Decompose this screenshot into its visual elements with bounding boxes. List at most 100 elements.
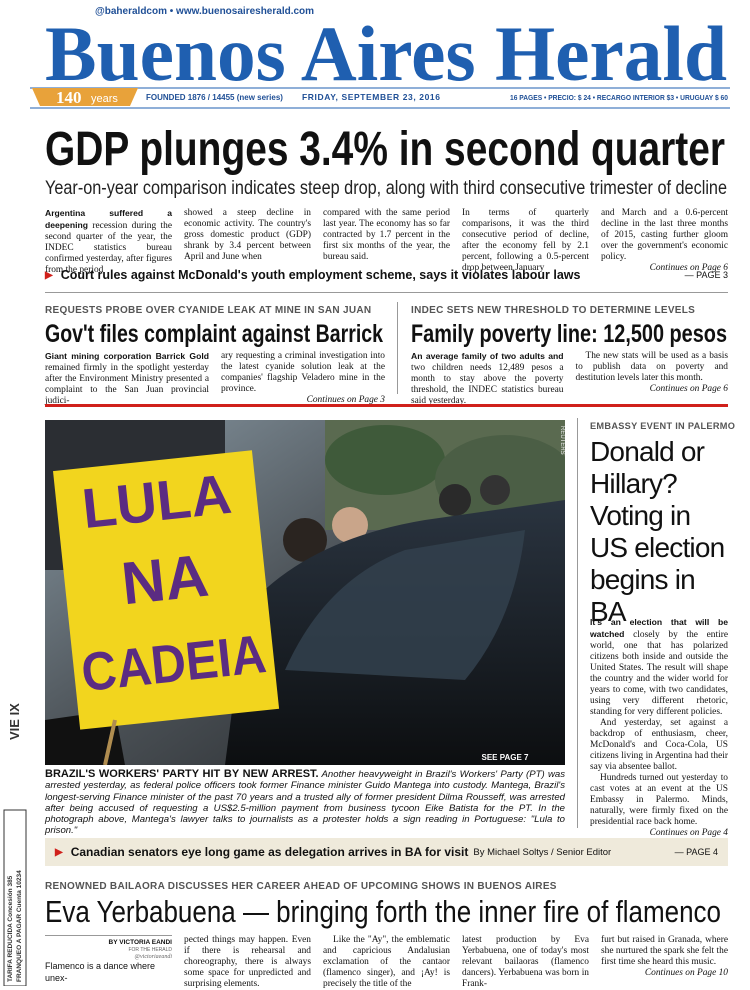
sign-text: LULA (79, 462, 234, 540)
lead-in: It's an election that will be watched (590, 617, 728, 639)
body-text: two children needs 12,489 pesos a month … (411, 363, 564, 406)
caption-lead: BRAZIL'S WORKERS' PARTY HIT BY NEW ARRES… (45, 768, 319, 780)
windshield (285, 530, 525, 680)
headline: Eva Yerbabuena — bringing forth the inne… (45, 894, 721, 929)
column: ary requesting a criminal investigation … (221, 351, 385, 407)
column: BY VICTORIA EANDI FOR THE HERALD @victor… (45, 935, 172, 990)
continues: Continues on Page 6 (649, 263, 728, 273)
anniversary-number: 140 (56, 88, 82, 107)
lead-body: Argentina suffered a deepening recession… (45, 208, 728, 276)
masthead-title: Buenos Aires Herald (45, 10, 727, 97)
headline: Family poverty line: 12,500 pesos (411, 320, 727, 348)
social-line: @baheraldcom • www.buenosairesherald.com (95, 6, 315, 17)
poverty-headline-box: Family poverty line: 12,500 pesos (411, 320, 727, 348)
poverty-body: An average family of two adults and two … (411, 351, 728, 407)
body-text: ary requesting a criminal investigation … (221, 351, 385, 394)
bullet: ▶ (45, 269, 53, 281)
rule (45, 292, 728, 293)
body-text: compared with the same period last year.… (323, 208, 450, 262)
anniversary-unit: years (91, 93, 118, 105)
body-text: In terms of quarterly comparisons, it wa… (462, 208, 589, 273)
column: and March and a 0.6-percent decline in t… (601, 208, 728, 276)
body-text: furt but raised in Granada, where she nu… (601, 935, 728, 967)
trees (325, 425, 445, 495)
body-text: latest production by Eva Yerbabuena, one… (462, 935, 589, 989)
column: Giant mining corporation Barrick Gold re… (45, 351, 209, 407)
body-text: pected things may happen. Even if there … (184, 935, 311, 989)
election-body: It's an election that will be watched cl… (590, 617, 728, 839)
teaser: ▶ Court rules against McDonald's youth e… (45, 268, 728, 282)
postal-box (3, 809, 27, 986)
photo: LULA NA CADEIA SEE PAGE 7 REUTERS (45, 420, 565, 765)
headline: Donald or Hillary? Voting in US election… (590, 436, 725, 627)
lead-in: An average family of two adults and (411, 351, 564, 361)
kicker: REQUESTS PROBE OVER CYANIDE LEAK AT MINE… (45, 305, 372, 316)
body-text: The new stats will be used as a basis to… (575, 351, 729, 383)
paragraph: Hundreds turned out yesterday to cast vo… (590, 773, 728, 827)
people (283, 518, 327, 562)
column: In terms of quarterly comparisons, it wa… (462, 208, 589, 276)
lead-in: Argentina suffered a deepening (45, 208, 172, 230)
body-text: remained firmly in the spotlight yesterd… (45, 363, 209, 406)
byline: BY VICTORIA EANDI (45, 935, 172, 947)
teaser: ▶ Canadian senators eye long game as del… (45, 838, 728, 866)
teaser-text: Court rules against McDonald's youth emp… (60, 268, 581, 282)
kicker: INDEC SETS NEW THRESHOLD TO DETERMINE LE… (411, 305, 696, 316)
divider (577, 418, 578, 828)
lead-headline-box: GDP plunges 3.4% in second quarter Year-… (45, 123, 727, 199)
postal-line: TARIFA REDUCIDA Concesión 385 (7, 875, 14, 982)
paragraph: It's an election that will be watched cl… (590, 617, 728, 718)
column: showed a steep decline in economic activ… (184, 208, 311, 276)
teaser-page: — PAGE 4 (674, 847, 718, 857)
continues: Continues on Page 10 (644, 968, 728, 978)
protest-sign: LULA NA CADEIA (53, 450, 280, 730)
see-page: SEE PAGE 7 (482, 753, 530, 762)
flamenco-headline-box: Eva Yerbabuena — bringing forth the inne… (45, 894, 721, 929)
divider (397, 302, 398, 394)
barrick-headline-box: Gov't files complaint against Barrick (45, 320, 383, 348)
body-text: recession during the second quarter of t… (45, 221, 173, 275)
lead-in: Giant mining corporation Barrick Gold (45, 351, 209, 361)
body-text: closely by the entire world, one that ha… (590, 630, 728, 717)
column: compared with the same period last year.… (323, 208, 450, 276)
teaser-page: — PAGE 3 (684, 270, 728, 280)
column: Argentina suffered a deepening recession… (45, 208, 172, 276)
lead-headline: GDP plunges 3.4% in second quarter (45, 123, 725, 176)
teaser-byline: By Michael Soltys / Senior Editor (473, 846, 612, 858)
day: VIE IX (7, 703, 22, 740)
red-rule (45, 404, 728, 407)
body-text: Like the "Ay", the emblematic and capric… (323, 935, 450, 989)
body-text: showed a steep decline in economic activ… (184, 208, 311, 262)
sign-pole (103, 719, 117, 765)
kicker: EMBASSY EVENT IN PALERMO (590, 421, 736, 431)
left-margin: VIE IX TARIFA REDUCIDA Concesión 385 FRA… (3, 703, 27, 986)
people (480, 475, 510, 505)
column: It's an election that will be watched cl… (590, 617, 728, 839)
column: An average family of two adults and two … (411, 351, 564, 407)
paragraph: And yesterday, set against a backdrop of… (590, 718, 728, 772)
headline: Gov't files complaint against Barrick (45, 320, 383, 348)
masthead: Buenos Aires Herald 140 years FOUNDED 18… (30, 10, 730, 109)
lead-subhead: Year-on-year comparison indicates steep … (45, 178, 727, 199)
column: latest production by Eva Yerbabuena, one… (462, 935, 589, 990)
date: FRIDAY, SEPTEMBER 23, 2016 (302, 92, 441, 102)
photo-credit: REUTERS (559, 426, 565, 455)
barrick-body: Giant mining corporation Barrick Gold re… (45, 351, 385, 407)
postal-line: FRANQUEO A PAGAR Cuenta 10234 (16, 870, 23, 982)
column: furt but raised in Granada, where she nu… (601, 935, 728, 990)
people (332, 507, 368, 543)
byline-role: FOR THE HERALD (128, 947, 172, 953)
column: The new stats will be used as a basis to… (576, 351, 729, 407)
photo-caption: BRAZIL'S WORKERS' PARTY HIT BY NEW ARRES… (45, 768, 565, 837)
caption-text: Another heavyweight in Brazil's Workers'… (45, 769, 565, 837)
founded: FOUNDED 1876 / 14455 (new series) (146, 93, 283, 102)
flamenco-body: BY VICTORIA EANDI FOR THE HERALD @victor… (45, 935, 728, 990)
column: pected things may happen. Even if there … (184, 935, 311, 990)
people (439, 484, 471, 516)
byline-handle: @victoriaeandi (134, 954, 172, 960)
sign-board (53, 450, 280, 730)
continues: Continues on Page 3 (306, 395, 385, 405)
sign-text: NA (118, 542, 211, 618)
body-text: and March and a 0.6-percent decline in t… (601, 208, 728, 262)
